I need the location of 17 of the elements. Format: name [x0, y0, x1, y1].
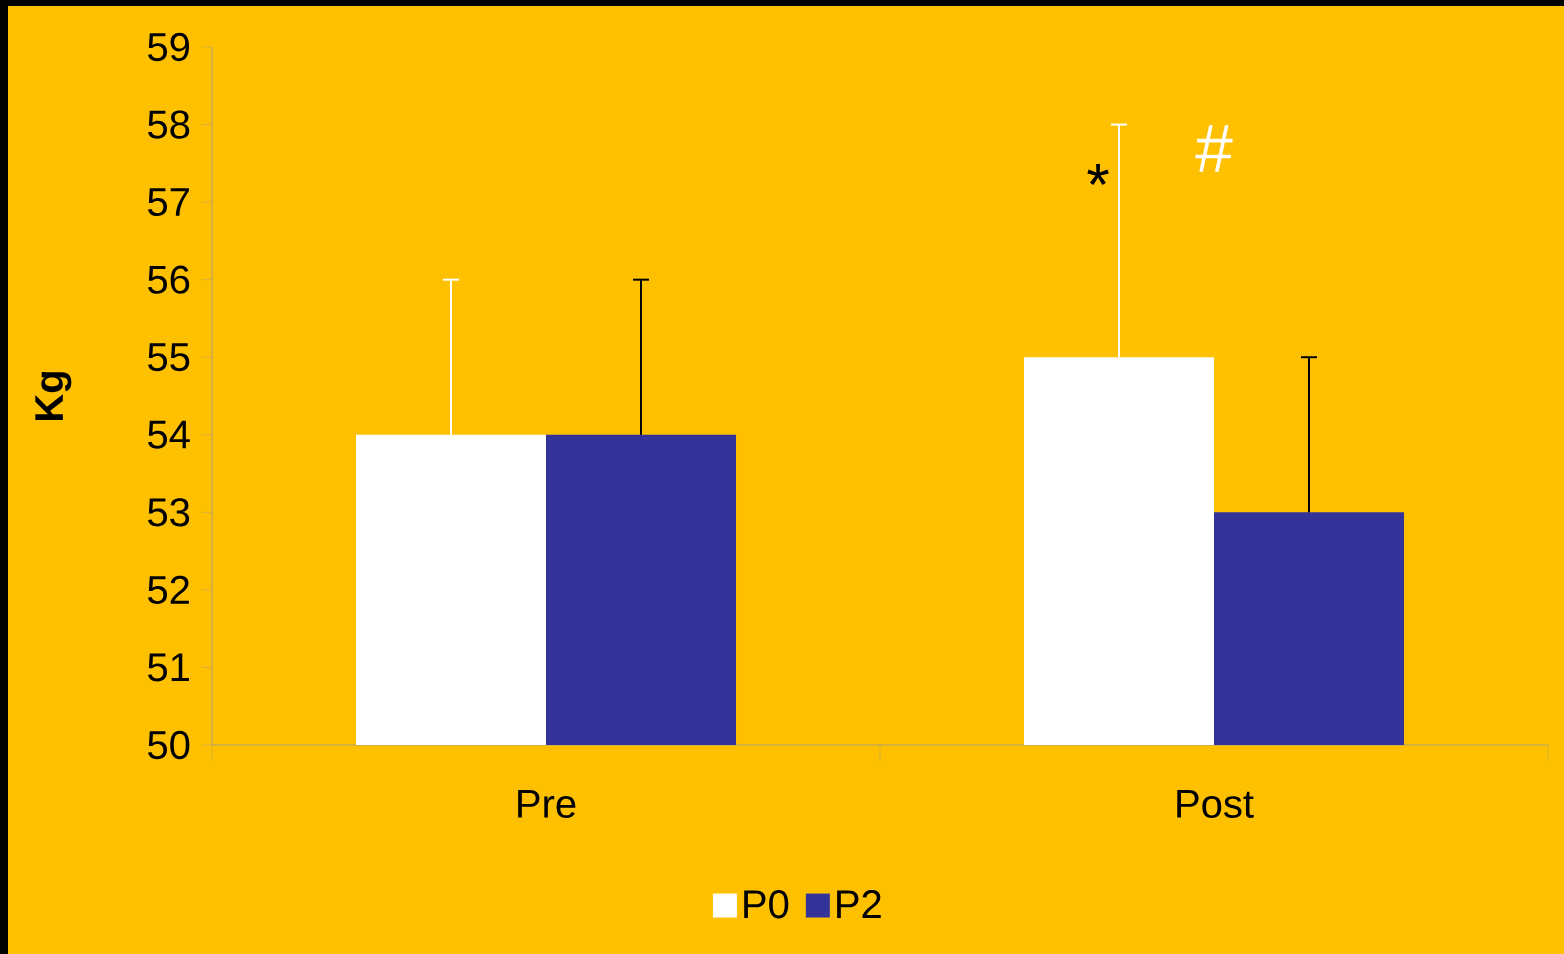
x-tick-label: Post — [1177, 790, 1254, 818]
annotation: * — [1087, 163, 1109, 185]
y-tick-label: 51 — [148, 653, 189, 682]
y-tick-label: 54 — [148, 420, 190, 449]
legend-label: P2 — [837, 890, 881, 918]
y-tick-label: 50 — [148, 730, 190, 760]
x-tick-label: Pre — [518, 790, 576, 818]
y-tick-label: 59 — [148, 32, 190, 62]
y-tick-label: 55 — [148, 343, 190, 372]
annotation: # — [1195, 125, 1233, 172]
y-tick-label: 58 — [148, 110, 190, 139]
legend-label: P0 — [744, 890, 789, 919]
y-tick-label: 56 — [148, 265, 190, 294]
y-tick-label: 53 — [148, 498, 190, 527]
y-tick-label: 57 — [148, 188, 189, 217]
y-tick-label: 52 — [148, 575, 189, 605]
y-axis-title: Kg — [35, 372, 72, 420]
